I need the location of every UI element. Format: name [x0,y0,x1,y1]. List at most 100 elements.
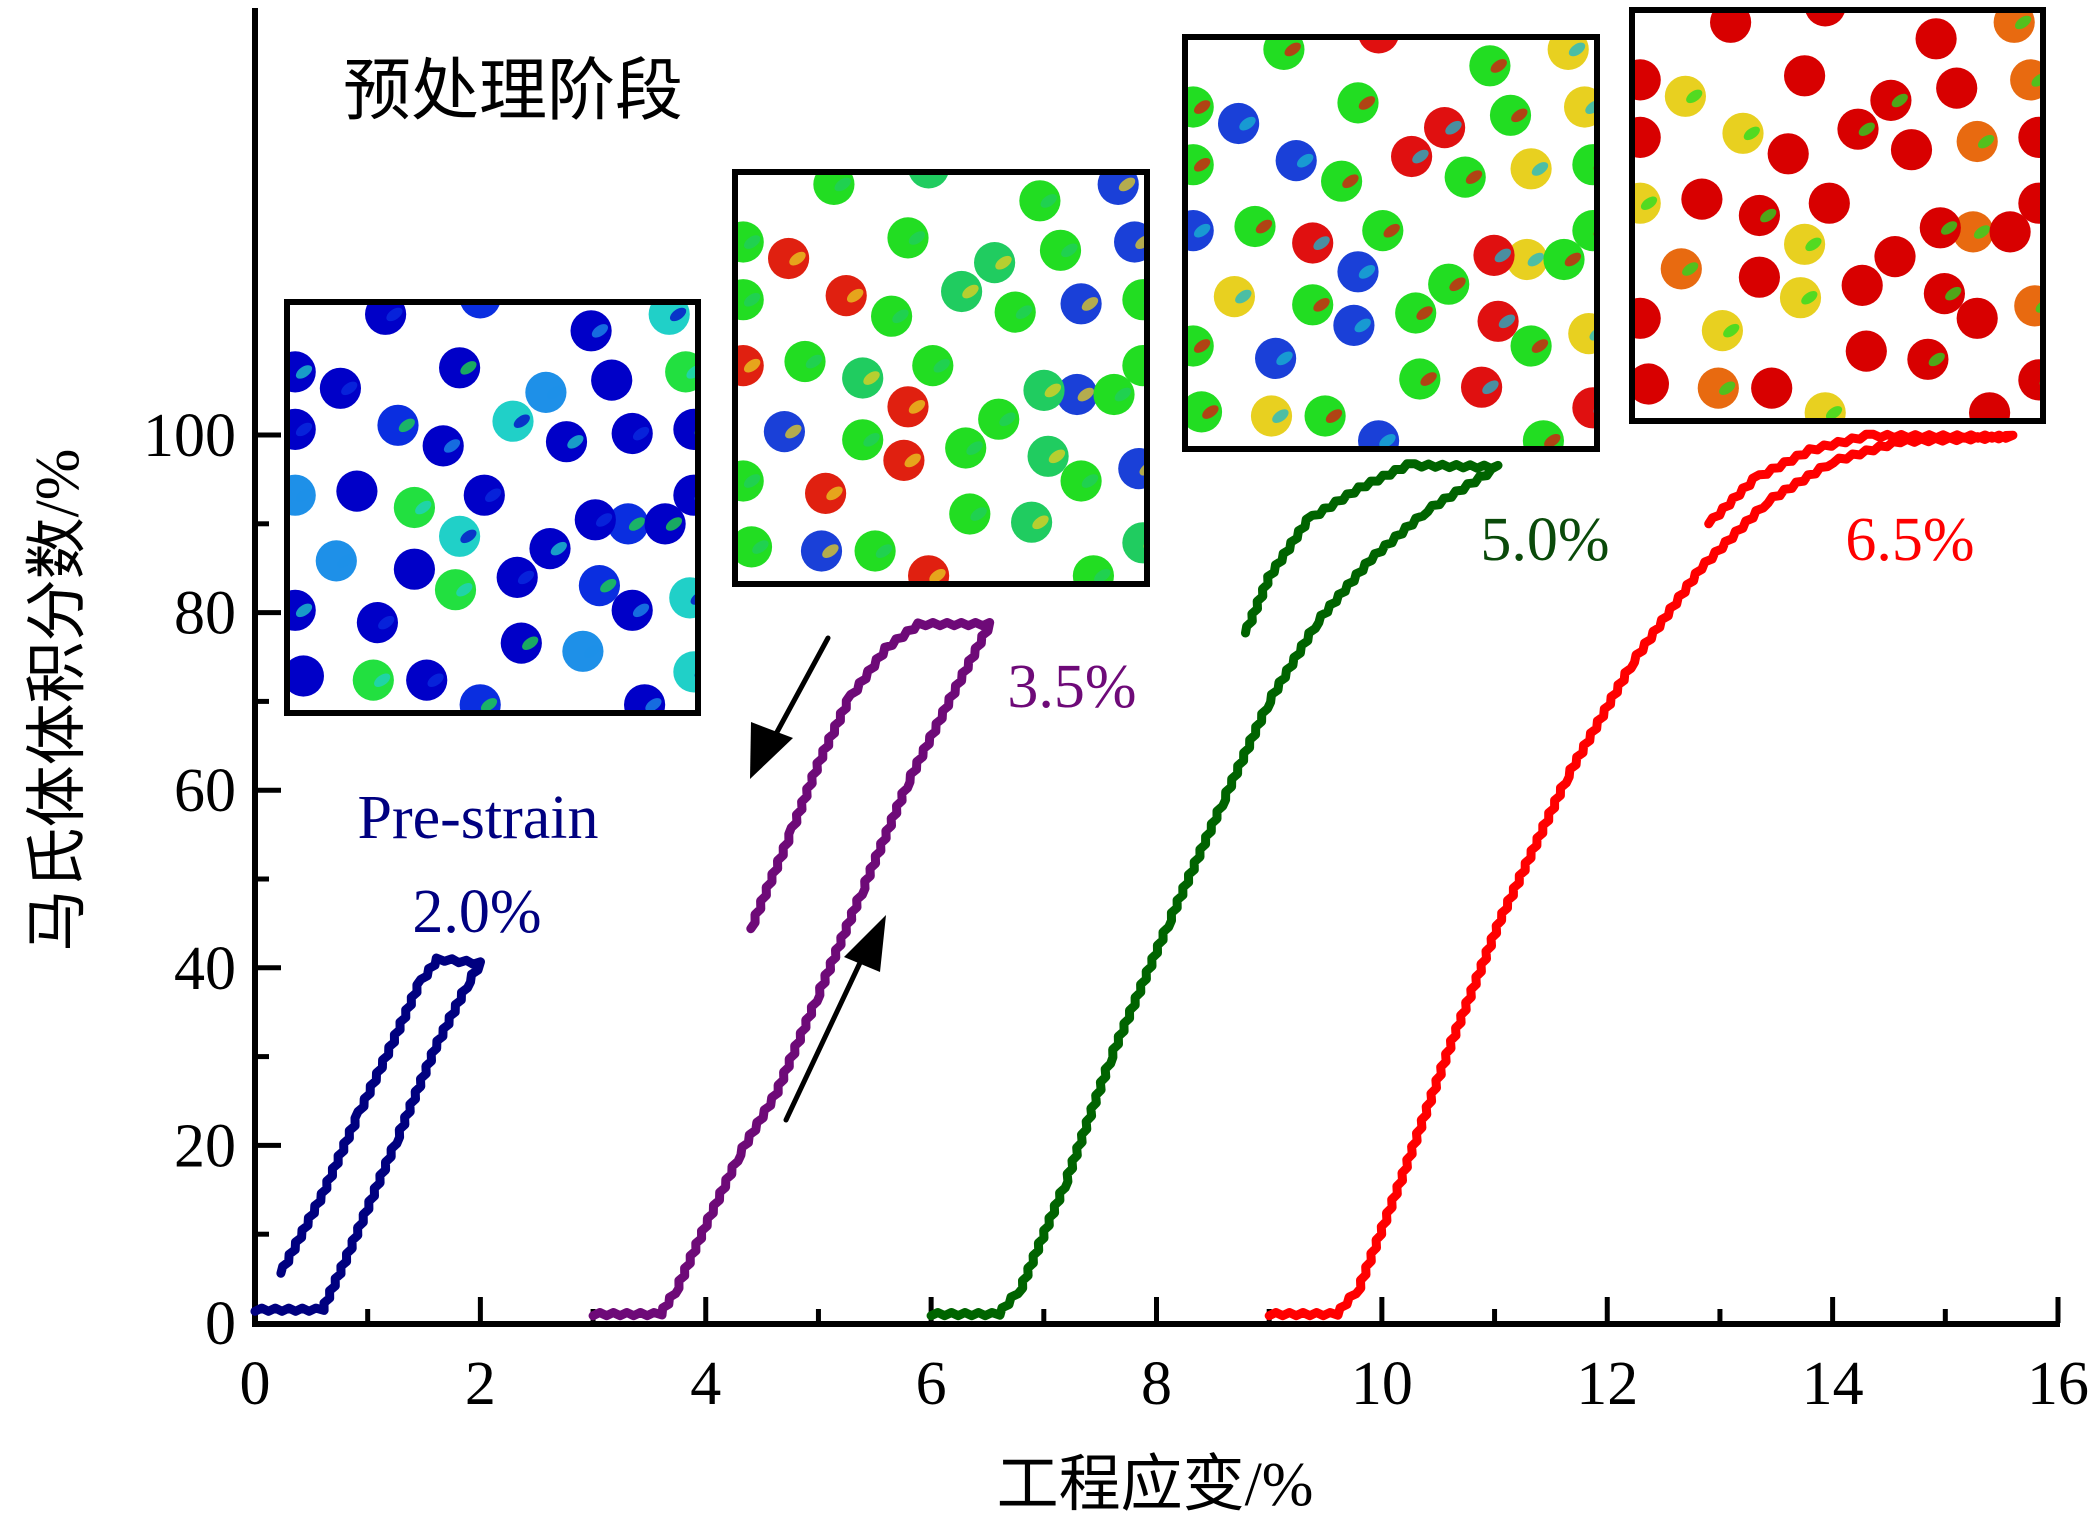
series-label-2-0: 2.0% [412,878,541,946]
particle [1767,133,1809,175]
particle [1738,194,1780,237]
particle-shade [1731,15,1748,30]
y-ticks: 0 20 40 60 80 100 [143,402,281,1358]
particle [1039,229,1082,271]
particle-shade [789,251,806,266]
particle-shade [1342,174,1359,189]
particle-shade [686,365,698,379]
particle-shade [1202,405,1219,419]
particle-shade [304,669,321,683]
particle-shade [1640,196,1658,210]
particle [1461,366,1503,408]
particle-shade [1048,449,1066,464]
particle-shade [863,371,880,385]
x-tick-label: 14 [1802,1350,1864,1418]
particle-shade [908,231,926,245]
particle-shade [1649,377,1666,391]
particle-shade [743,292,761,307]
particle-shade [1313,236,1330,250]
particle-shade [1723,323,1740,338]
particle-shade [415,500,432,515]
particle-shade [995,255,1012,270]
particle [1469,45,1511,87]
loading-arrow-head-icon [844,915,886,972]
particle [1122,522,1147,564]
particle [1915,18,1957,60]
particle [492,400,534,442]
particle-shade [1494,248,1512,263]
particle-shade [550,541,567,556]
particle-shade [1193,223,1211,238]
particle [2018,359,2043,401]
particle-shade [1081,297,1099,311]
particle [1444,156,1486,198]
particle [2014,285,2043,327]
particle [1784,223,1826,265]
particle [422,425,464,467]
particle [1114,221,1147,263]
inset-images [284,7,2046,716]
particle-shade [1867,344,1884,358]
particle [529,528,571,570]
particle [1697,367,1739,409]
particle-shade [2031,73,2043,87]
particle-shade [1527,252,1545,267]
particle [1337,82,1379,124]
particle-shade [632,603,650,618]
particle-shade [567,435,584,449]
particle-shade [690,591,698,605]
particle-shade [645,698,662,712]
particle-shade [1990,406,2007,420]
particle [1292,284,1334,326]
particle-shade [1139,461,1147,476]
particle [393,548,435,590]
particle [439,515,481,557]
particle-shade [1977,134,1995,149]
particle-shade [1482,380,1499,395]
particle-shade [1325,409,1343,423]
particle [1304,395,1346,437]
particle-shade [1702,192,1719,206]
unloading-arrow-shaft [767,635,831,748]
particle-shade [485,488,502,502]
particle [611,412,653,455]
particle [611,589,653,631]
particle [336,470,378,512]
particle [871,295,913,337]
inset-frame [284,299,701,716]
particle-shade [295,365,313,379]
particle-shade [863,433,880,447]
particle-shade [1640,130,1658,145]
particle [1572,210,1597,252]
particle-shade [480,698,498,712]
y-tick-label: 20 [174,1112,236,1180]
particle-shade [295,422,313,437]
particle [1572,144,1597,186]
particle [1358,37,1399,54]
x-tick-label: 0 [240,1350,271,1418]
particle [669,577,698,619]
particle-shade [1772,381,1789,395]
particle [1292,222,1334,264]
particle [1923,273,1965,315]
y-tick-label: 40 [174,935,236,1003]
particle [768,237,810,280]
particle-shade [1862,278,1880,293]
particle-shade [1044,383,1062,398]
particle [994,291,1036,333]
particle [574,499,616,541]
particle [1395,292,1437,334]
particle-shade [1589,326,1597,341]
particle [1572,387,1597,429]
particle-shade [374,673,391,687]
particle [1952,211,1994,253]
particle-shade [1564,252,1582,267]
axes: 0 2 4 6 8 10 12 14 16 0 20 40 60 80 100 [143,8,2089,1418]
particle [825,275,867,317]
particle-shade [1686,89,1703,104]
particle [1122,345,1147,387]
particle-shade [1801,291,1818,305]
particle-shade [513,414,530,428]
particle-shade [1544,433,1561,448]
particle [1023,369,1065,411]
